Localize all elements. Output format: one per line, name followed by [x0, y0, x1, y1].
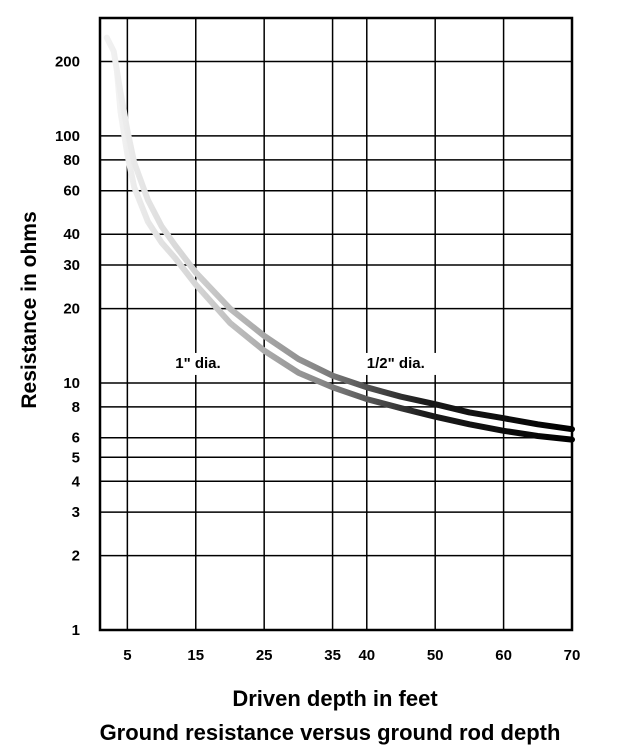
x-tick-label: 50 [427, 647, 444, 664]
y-tick-label: 60 [63, 183, 80, 200]
x-tick-label: 25 [256, 647, 273, 664]
series-line [114, 69, 575, 443]
y-tick-label: 4 [72, 473, 81, 490]
y-tick-label: 40 [63, 226, 80, 243]
x-tick-label: 60 [495, 647, 512, 664]
annotation-background [172, 352, 239, 375]
x-tick-label: 5 [123, 647, 131, 664]
x-axis-label: Driven depth in feet [232, 686, 438, 711]
grid [100, 18, 573, 631]
x-tick-label: 35 [324, 647, 341, 664]
y-tick-label: 8 [72, 399, 80, 416]
y-tick-label: 200 [55, 54, 80, 71]
chart-title: Ground resistance versus ground rod dept… [100, 720, 561, 745]
series-line [103, 34, 575, 433]
y-tick-label: 5 [72, 449, 80, 466]
y-tick-label: 10 [63, 375, 80, 392]
x-tick-label: 15 [187, 647, 204, 664]
y-tick-label: 2 [72, 548, 80, 565]
x-tick-labels: 5 15 25 35 40 50 60 70 [123, 647, 580, 664]
y-tick-label: 80 [63, 152, 80, 169]
series-annotation: 1" dia. [175, 355, 220, 372]
y-axis-label: Resistance in ohms [18, 211, 41, 408]
annotation-background [363, 352, 448, 375]
y-tick-label: 100 [55, 128, 80, 145]
y-tick-label: 30 [63, 257, 80, 274]
annotations: 1" dia. 1/2" dia. [172, 352, 448, 375]
series-annotation: 1/2" dia. [367, 355, 425, 372]
plot-frame [98, 16, 574, 632]
y-tick-label: 1 [72, 622, 80, 639]
curves [103, 34, 575, 443]
y-tick-label: 20 [63, 301, 80, 318]
y-tick-label: 6 [72, 430, 80, 447]
x-tick-label: 40 [358, 647, 375, 664]
x-tick-label: 70 [564, 647, 581, 664]
y-tick-labels: 1 2 3 4 5 6 8 10 20 30 40 60 80 100 200 [55, 54, 81, 639]
y-tick-label: 3 [72, 504, 80, 521]
